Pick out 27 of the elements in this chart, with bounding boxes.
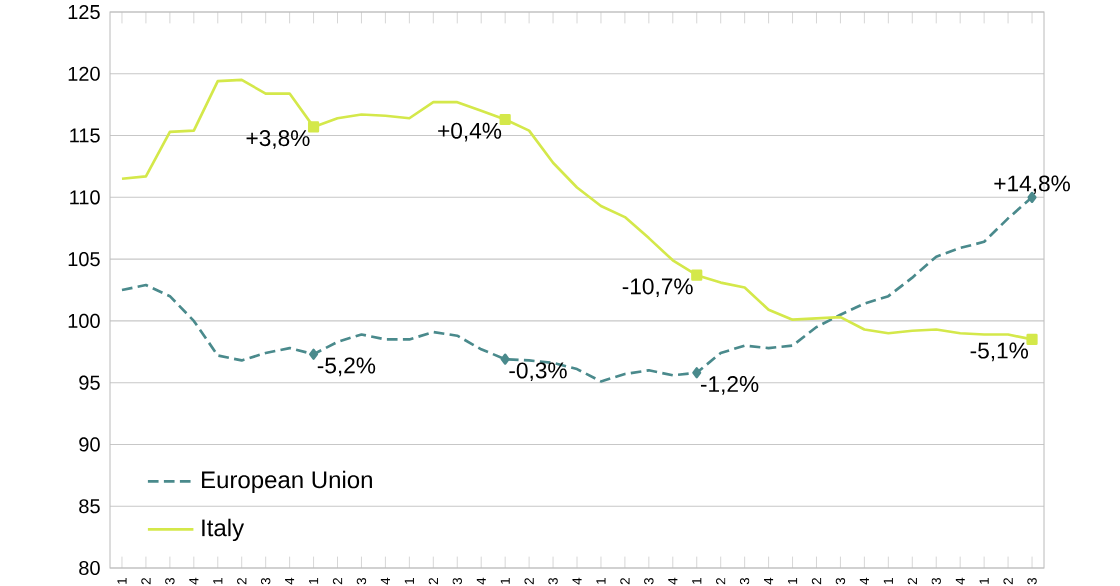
annotation: +0,4% [438,122,502,142]
y-tick-label: 120 [68,66,100,81]
point [309,348,319,360]
legend-label: Italy [202,518,245,542]
y-tick-label: 95 [79,375,100,390]
point [307,121,320,133]
y-tick-label: 115 [70,128,100,143]
y-tick-label: 85 [79,499,100,514]
y-tick-label: 90 [79,437,100,452]
annotation: +14,8% [994,175,1070,195]
point [692,367,702,379]
annotation: +3,8% [246,130,310,149]
point [499,113,511,126]
legend-label: European Union [202,470,372,494]
annotation: -5,2% [317,357,376,377]
y-tick-label: 80 [79,560,100,576]
y-tick-label: 105 [68,252,100,267]
annotation: -5,1% [970,342,1029,362]
point [691,269,703,281]
y-tick-label: 100 [68,313,100,328]
annotation: -10,7% [622,278,693,298]
point [500,353,510,365]
y-tick-label: 125 [68,4,100,20]
point [1026,333,1038,346]
annotation: -1,2% [700,376,759,395]
annotation: -0,3% [509,362,567,382]
y-tick-label: 110 [70,190,100,205]
